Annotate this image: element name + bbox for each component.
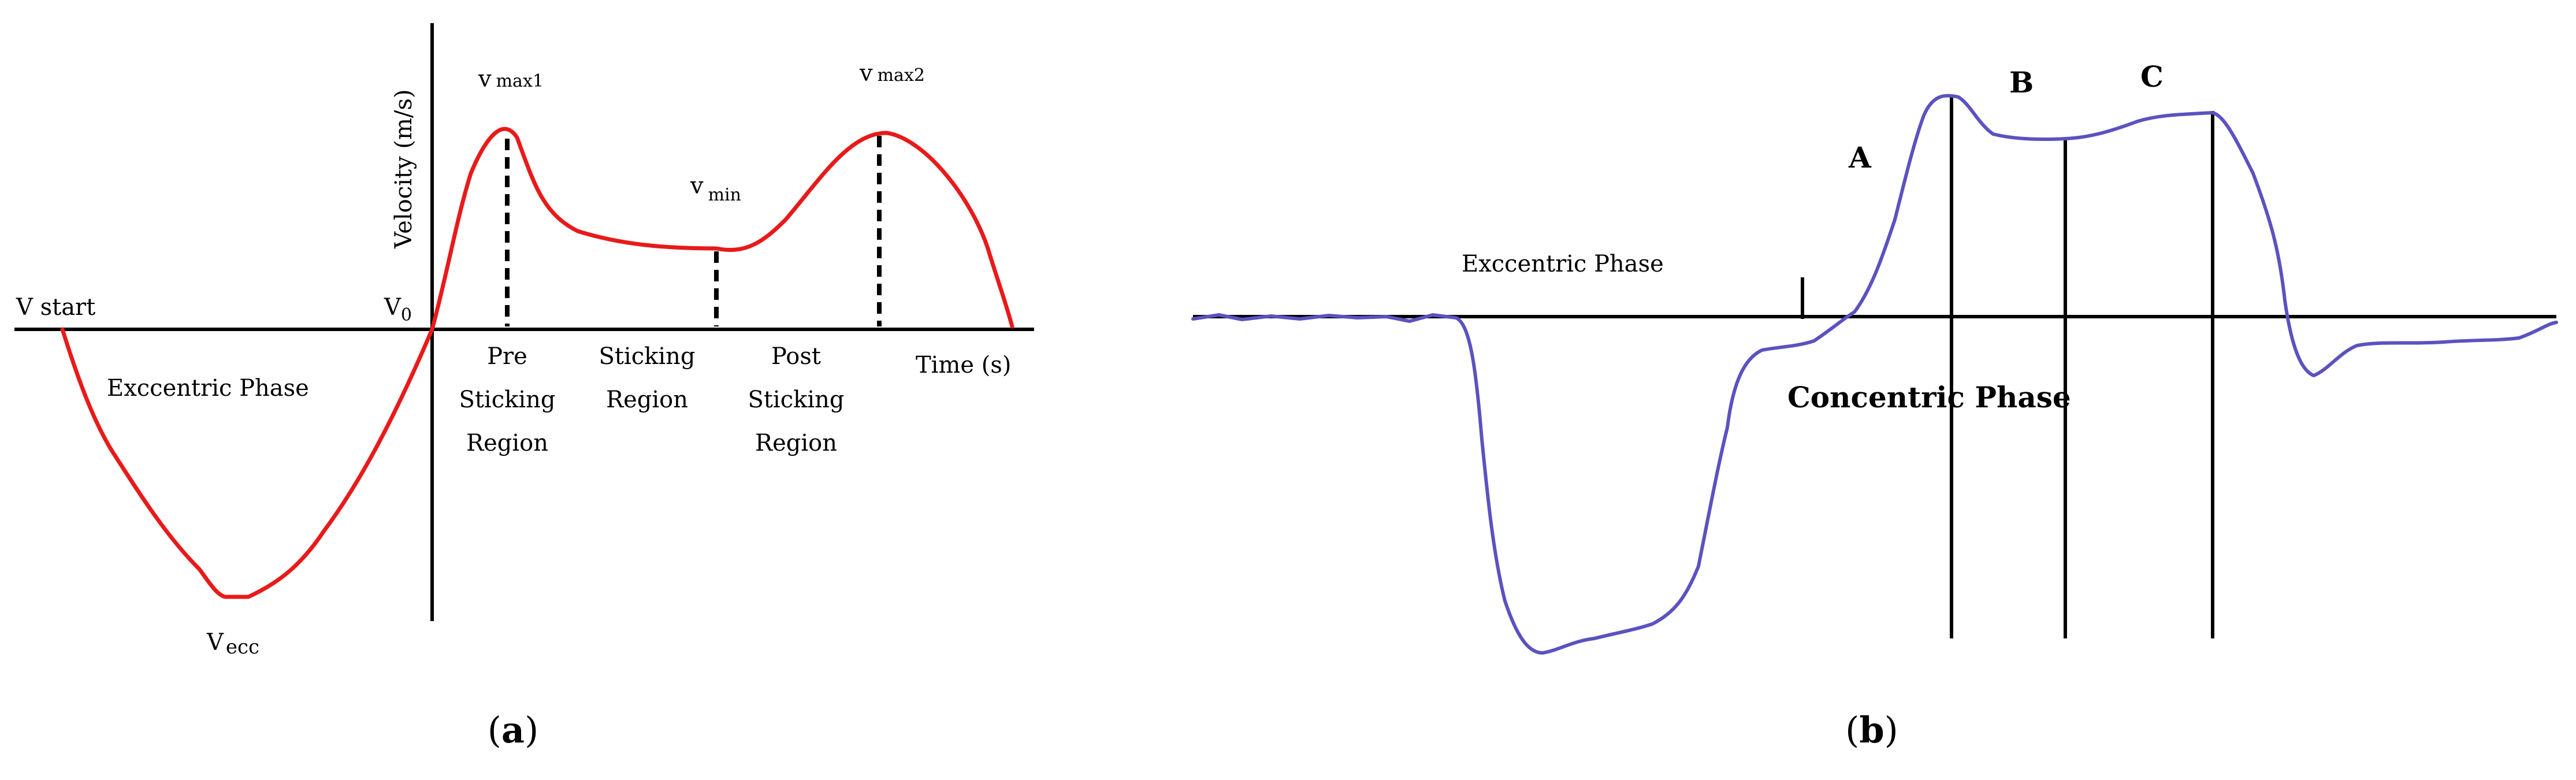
svg-text:Post: Post bbox=[771, 343, 821, 370]
post-sticking-region-label: Post Sticking Region bbox=[748, 343, 844, 456]
svg-text:Sticking: Sticking bbox=[748, 387, 844, 413]
concentric-phase-label: Concentric Phase bbox=[1787, 380, 2071, 414]
svg-text:Region: Region bbox=[755, 430, 837, 456]
v0-label: V0 bbox=[384, 294, 412, 325]
velocity-curve-b bbox=[1191, 94, 2558, 655]
eccentric-phase-label-a: Exccentric Phase bbox=[107, 375, 309, 402]
svg-text:Pre: Pre bbox=[487, 343, 527, 370]
y-axis-label: Velocity (m/s) bbox=[391, 90, 417, 250]
segment-label-b: B bbox=[2009, 65, 2034, 99]
panel-b: Exccentric Phase Concentric Phase A B C … bbox=[1191, 60, 2558, 751]
segment-label-a: A bbox=[1848, 140, 1872, 174]
vmin-label: v min bbox=[690, 173, 741, 205]
svg-text:Region: Region bbox=[606, 387, 688, 413]
pre-sticking-region-label: Pre Sticking Region bbox=[459, 343, 555, 456]
svg-text:Sticking: Sticking bbox=[599, 343, 695, 370]
sticking-region-label: Sticking Region bbox=[599, 343, 695, 413]
svg-text:Sticking: Sticking bbox=[459, 387, 555, 413]
vmax2-label: v max2 bbox=[859, 60, 925, 87]
x-axis-label: Time (s) bbox=[916, 352, 1012, 378]
vmax1-label: v max1 bbox=[478, 66, 544, 92]
eccentric-phase-label-b: Exccentric Phase bbox=[1462, 251, 1664, 277]
v-start-label: V start bbox=[16, 294, 95, 321]
caption-a: (a) bbox=[488, 709, 539, 751]
segment-label-c: C bbox=[2140, 60, 2164, 94]
velocity-curve-a bbox=[60, 127, 1014, 599]
caption-b: (b) bbox=[1845, 709, 1898, 751]
svg-text:Region: Region bbox=[466, 430, 548, 456]
